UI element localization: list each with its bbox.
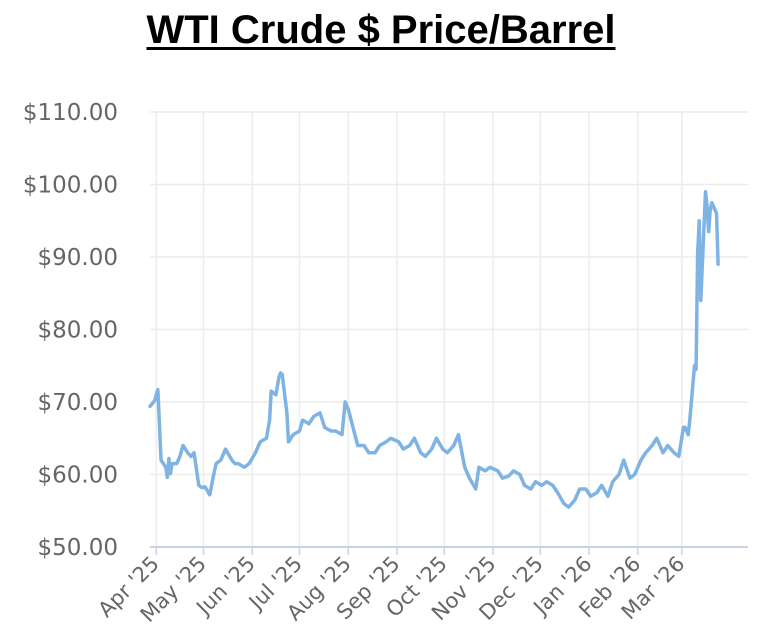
series-line-0: [148, 190, 720, 509]
y-tick-label: $70.00: [38, 390, 118, 416]
y-tick-label: $80.00: [38, 318, 118, 344]
y-tick-label: $90.00: [38, 245, 118, 271]
gridlines: [150, 111, 748, 547]
y-tick-label: $110.00: [23, 100, 118, 126]
axes: [150, 546, 748, 555]
y-tick-label: $50.00: [38, 535, 118, 561]
y-tick-label: $100.00: [23, 173, 118, 199]
series-layer: [148, 190, 720, 509]
y-tick-label: $60.00: [38, 463, 118, 489]
chart-title: WTI Crude $ Price/Barrel: [0, 6, 762, 54]
chart-title-text: WTI Crude $ Price/Barrel: [146, 8, 616, 52]
